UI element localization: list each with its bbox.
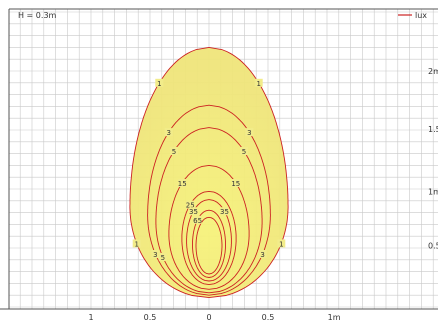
isolux-curve-65	[192, 209, 226, 278]
isolux-curves	[129, 46, 289, 299]
isolux-curve-1	[129, 46, 289, 299]
isolux-label-bg-35-0	[189, 207, 198, 216]
isolux-curve-25	[181, 190, 237, 286]
y-tick-label-1: 1m	[428, 187, 438, 196]
isolux-label-bg-3-0	[164, 128, 173, 137]
isolux-curve-35	[186, 199, 232, 282]
isolux-label-3-3: 3	[260, 251, 264, 259]
isolux-label-1-2: 1	[134, 240, 138, 248]
height-annotation: H = 0.3m	[18, 11, 57, 20]
isolux-curve-15	[168, 164, 250, 290]
isolux-curve-5	[155, 127, 263, 294]
isolux-label-3-1: 3	[247, 129, 251, 137]
isolux-label-1-1: 1	[256, 80, 260, 88]
isolux-label-bg-65-0	[193, 215, 202, 224]
isolux-label-bg-3-2	[151, 250, 160, 258]
isolux-label-bg-1-0	[155, 78, 164, 87]
isolux-label-bg-5-1	[240, 147, 248, 155]
x-tick-label-3: 0.5	[262, 313, 275, 322]
isolux-label-bg-5-0	[170, 147, 178, 155]
isolux-label-bg-15-1	[231, 179, 240, 187]
isolux-label-5-0: 5	[172, 148, 176, 156]
isolux-label-35-0: 35	[189, 208, 198, 216]
isolux-label-3-0: 3	[166, 129, 170, 137]
isolux-label-bg-1-1	[254, 78, 263, 87]
x-tick-label-4: 1m	[328, 313, 341, 322]
isolux-label-65-0: 65	[193, 217, 202, 225]
isolux-label-15-0: 15	[178, 180, 187, 188]
x-tick-label-0: 1	[88, 313, 93, 322]
illuminated-area	[129, 47, 289, 298]
legend-label: lux	[415, 11, 427, 20]
isolux-label-1-3: 1	[279, 240, 283, 248]
isolux-label-3-2: 3	[153, 251, 157, 259]
isolux-label-bg-5-2	[158, 253, 167, 261]
isolux-label-bg-3-3	[258, 250, 267, 258]
y-tick-label-2: 1.5	[428, 125, 438, 134]
isolux-label-bg-1-2	[132, 239, 141, 248]
isolux-label-bg-15-0	[178, 179, 187, 187]
axes: 1 0.5 0 0.5 1m 0.5 1m 1.5 2m	[0, 8, 438, 322]
isolux-label-bg-1-3	[277, 239, 286, 248]
isolux-label-1-0: 1	[157, 80, 161, 88]
x-tick-label-2: 0	[206, 313, 211, 322]
y-tick-label-3: 2m	[428, 67, 438, 76]
isolux-label-bg-35-1	[220, 207, 229, 216]
illuminated-region	[129, 47, 289, 298]
x-tick-label-1: 0.5	[144, 313, 157, 322]
isolux-label-bg-3-1	[245, 128, 254, 137]
isolux-label-25-0: 25	[186, 202, 195, 210]
isolux-label-15-1: 15	[231, 180, 240, 188]
y-tick-label-0: 0.5	[428, 242, 438, 251]
isolux-curve-3	[147, 104, 271, 296]
isolux-label-35-1: 35	[220, 208, 229, 216]
isolux-curve-85	[195, 216, 223, 275]
isolux-label-5-1: 5	[242, 148, 246, 156]
isolux-label-bg-25-0	[186, 200, 195, 209]
legend: lux	[398, 11, 427, 20]
isolux-label-5-2: 5	[161, 254, 165, 262]
